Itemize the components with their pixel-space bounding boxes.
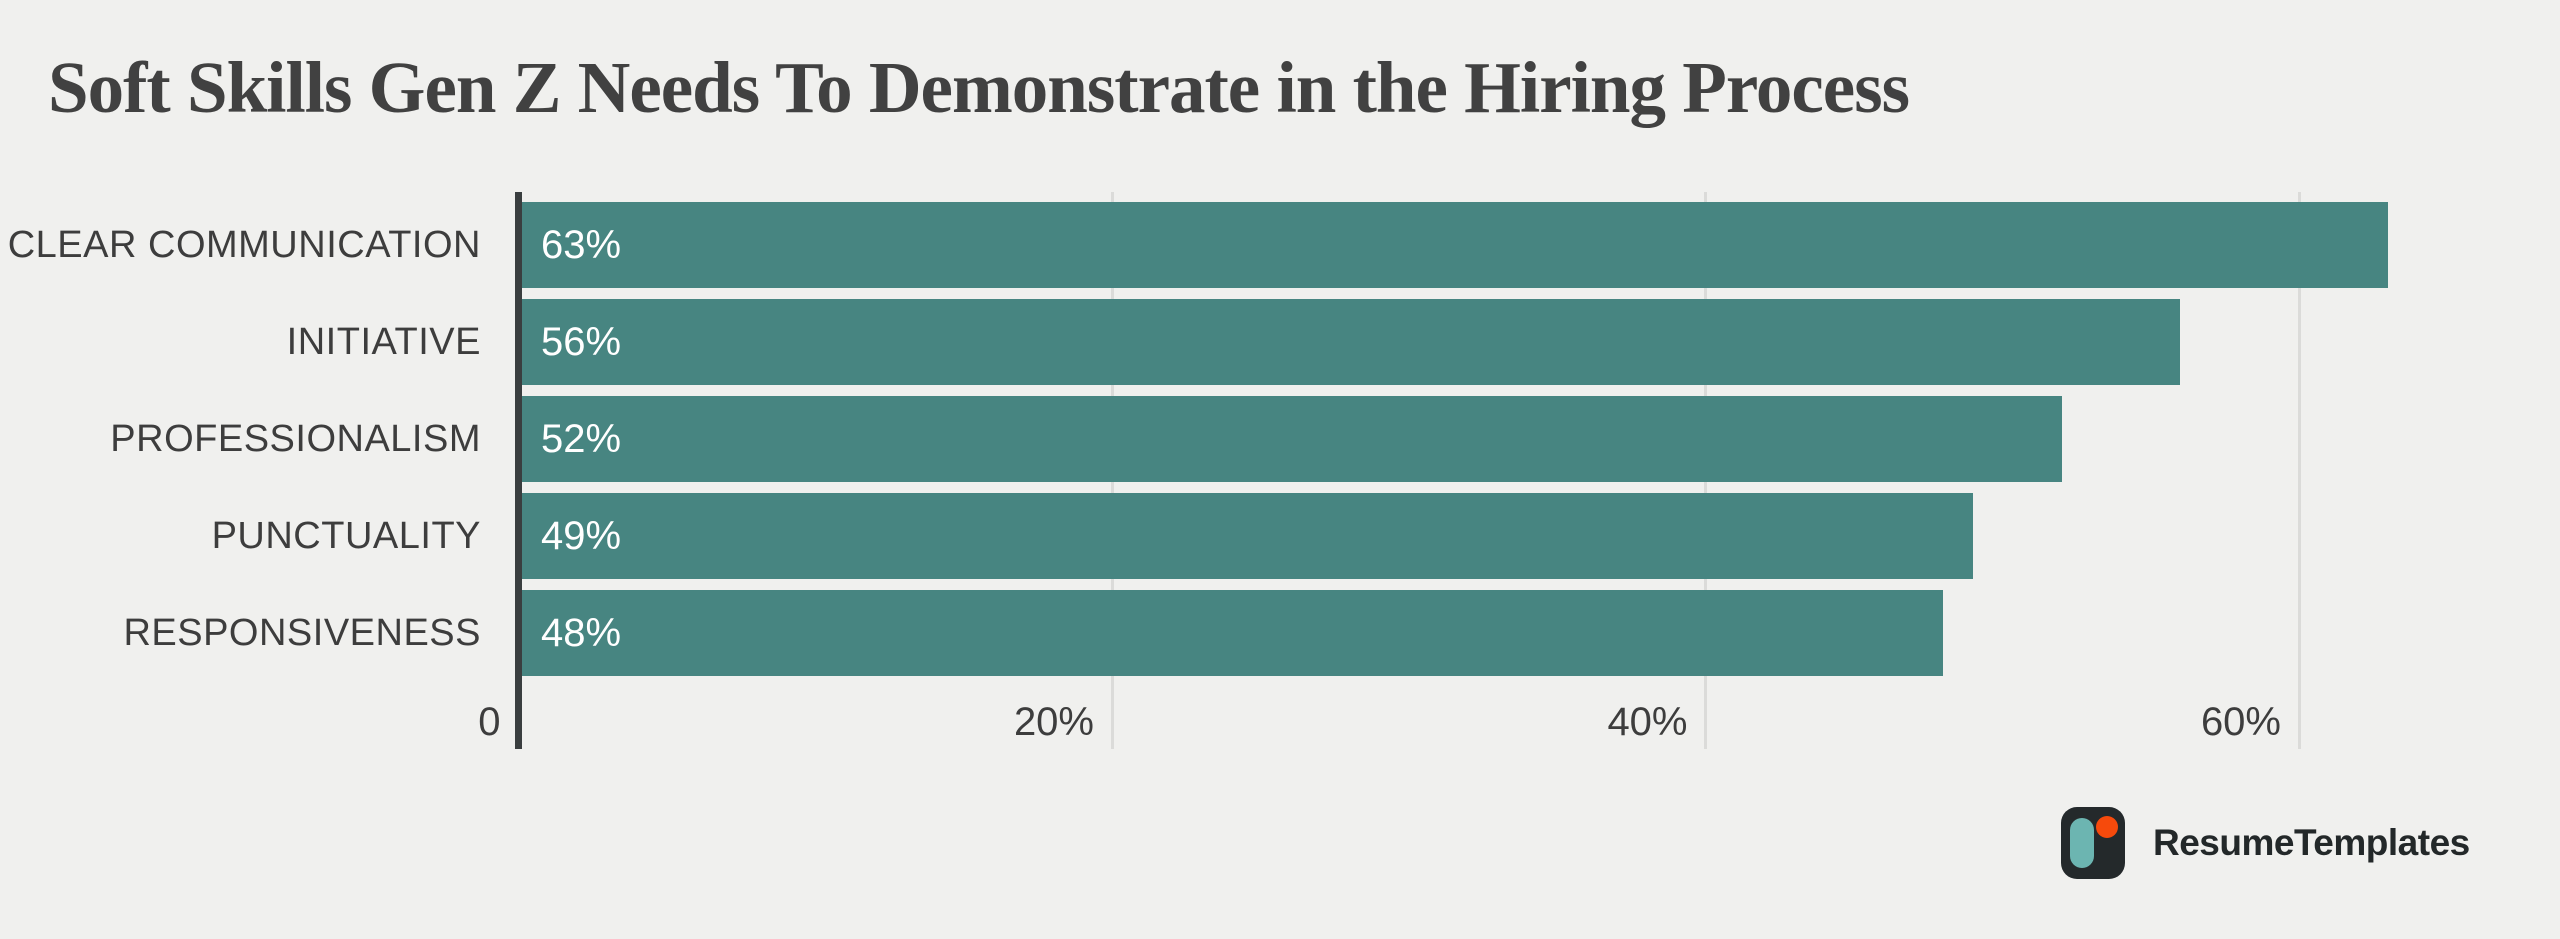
x-tick-label: 40% xyxy=(1607,700,1688,744)
gridline xyxy=(2297,192,2301,749)
bar-row: RESPONSIVENESS 48% xyxy=(0,590,2560,676)
bar: 63% xyxy=(522,202,2388,288)
bar-value-label: 49% xyxy=(541,514,622,558)
bar-value-label: 52% xyxy=(541,417,622,461)
bar-row: CLEAR COMMUNICATION 63% xyxy=(0,202,2560,288)
plot-area: 0 20% 40% 60% CLEAR COMMUNICATION 63% INITI… xyxy=(0,192,2560,749)
x-tick-label: 60% xyxy=(2200,700,2281,744)
category-label: PUNCTUALITY xyxy=(211,515,481,557)
bar: 48% xyxy=(522,590,1943,676)
bar-value-label: 48% xyxy=(541,611,622,655)
logo-dot-shape xyxy=(2096,816,2118,838)
bar: 52% xyxy=(522,396,2062,482)
bar: 49% xyxy=(522,493,1973,579)
brand-footer: ResumeTemplates xyxy=(2061,806,2470,880)
category-label: INITIATIVE xyxy=(286,321,481,363)
y-axis-spine xyxy=(515,192,522,749)
logo-pill-shape xyxy=(2070,818,2094,868)
brand-name: ResumeTemplates xyxy=(2153,822,2470,863)
bar-value-label: 56% xyxy=(541,320,622,364)
category-label: PROFESSIONALISM xyxy=(110,418,481,460)
category-label: RESPONSIVENESS xyxy=(123,612,481,654)
resumetemplates-logo-icon xyxy=(2061,807,2125,879)
x-tick-label: 0 xyxy=(478,700,501,744)
bar: 56% xyxy=(522,299,2180,385)
bar-row: INITIATIVE 56% xyxy=(0,299,2560,385)
category-label: CLEAR COMMUNICATION xyxy=(7,224,481,266)
bar-row: PUNCTUALITY 49% xyxy=(0,493,2560,579)
bar-row: PROFESSIONALISM 52% xyxy=(0,396,2560,482)
chart-title: Soft Skills Gen Z Needs To Demonstrate i… xyxy=(48,47,1910,128)
bar-value-label: 63% xyxy=(541,223,622,267)
x-tick-label: 20% xyxy=(1013,700,1094,744)
